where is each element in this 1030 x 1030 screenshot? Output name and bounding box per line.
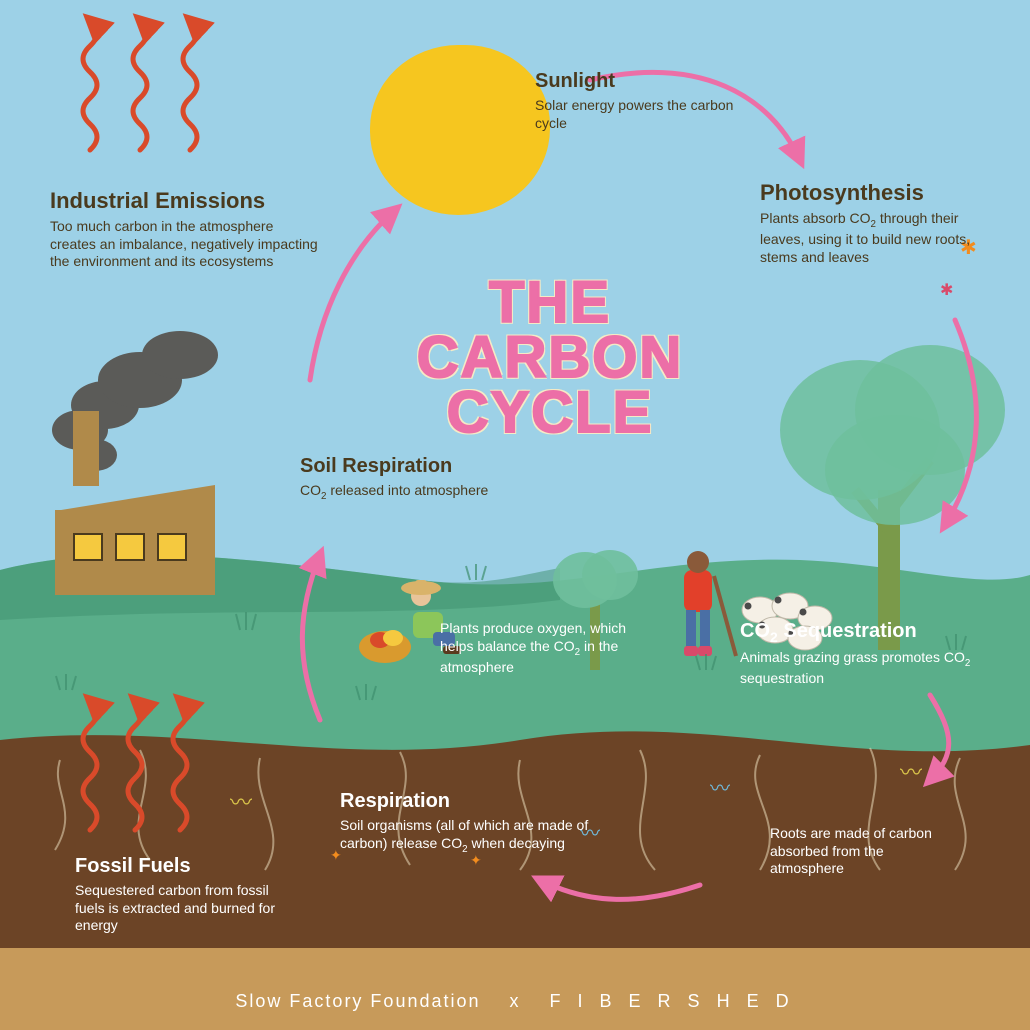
- label-sequestration: CO2 Sequestration Animals grazing grass …: [740, 620, 980, 688]
- label-soil-respiration: Soil Respiration CO2 released into atmos…: [300, 455, 550, 503]
- label-heading: Industrial Emissions: [50, 188, 320, 214]
- carbon-cycle-infographic: THE CARBON CYCLE: [0, 0, 1030, 1030]
- arrow-respiration-up: [302, 555, 320, 720]
- arrow-emission-up-3: [183, 20, 197, 150]
- footer-separator: x: [510, 991, 521, 1011]
- footer-right: F I B E R S H E D: [550, 991, 795, 1011]
- label-roots: Roots are made of carbon absorbed from t…: [770, 825, 960, 878]
- footer-credit: Slow Factory Foundation x F I B E R S H …: [0, 991, 1030, 1012]
- label-plants-oxygen: Plants produce oxygen, which helps balan…: [440, 620, 650, 676]
- arrow-fossil-up-3: [173, 700, 187, 830]
- label-heading: Photosynthesis: [760, 180, 980, 206]
- arrow-photo-to-tree: [945, 320, 976, 525]
- label-fossil: Fossil Fuels Sequestered carbon from fos…: [75, 855, 295, 935]
- label-body: Roots are made of carbon absorbed from t…: [770, 825, 960, 878]
- arrow-soilresp-to-sun: [310, 210, 395, 380]
- label-sunlight: Sunlight Solar energy powers the carbon …: [535, 70, 735, 132]
- label-body: Soil organisms (all of which are made of…: [340, 817, 590, 856]
- label-heading: Sunlight: [535, 70, 735, 93]
- label-photosynthesis: Photosynthesis Plants absorb CO2 through…: [760, 180, 980, 266]
- label-body: Animals grazing grass promotes CO2 seque…: [740, 649, 980, 688]
- arrow-tree-to-soil: [930, 695, 949, 780]
- label-respiration: Respiration Soil organisms (all of which…: [340, 790, 590, 856]
- label-body: Sequestered carbon from fossil fuels is …: [75, 882, 295, 935]
- label-body: Plants produce oxygen, which helps balan…: [440, 620, 650, 676]
- label-body: Solar energy powers the carbon cycle: [535, 97, 735, 132]
- arrow-fossil-up-1: [83, 700, 97, 830]
- label-body: Plants absorb CO2 through their leaves, …: [760, 210, 980, 266]
- arrow-emission-up-2: [133, 20, 147, 150]
- footer-left: Slow Factory Foundation: [235, 991, 480, 1011]
- label-industrial: Industrial Emissions Too much carbon in …: [50, 188, 320, 271]
- arrow-emission-up-1: [83, 20, 97, 150]
- label-heading: CO2 Sequestration: [740, 620, 980, 645]
- label-heading: Respiration: [340, 790, 590, 813]
- label-heading: Fossil Fuels: [75, 855, 295, 878]
- arrow-soil-to-respiration: [540, 880, 700, 899]
- label-body: Too much carbon in the atmosphere create…: [50, 218, 320, 271]
- label-heading: Soil Respiration: [300, 455, 550, 478]
- label-body: CO2 released into atmosphere: [300, 482, 550, 503]
- arrow-fossil-up-2: [128, 700, 142, 830]
